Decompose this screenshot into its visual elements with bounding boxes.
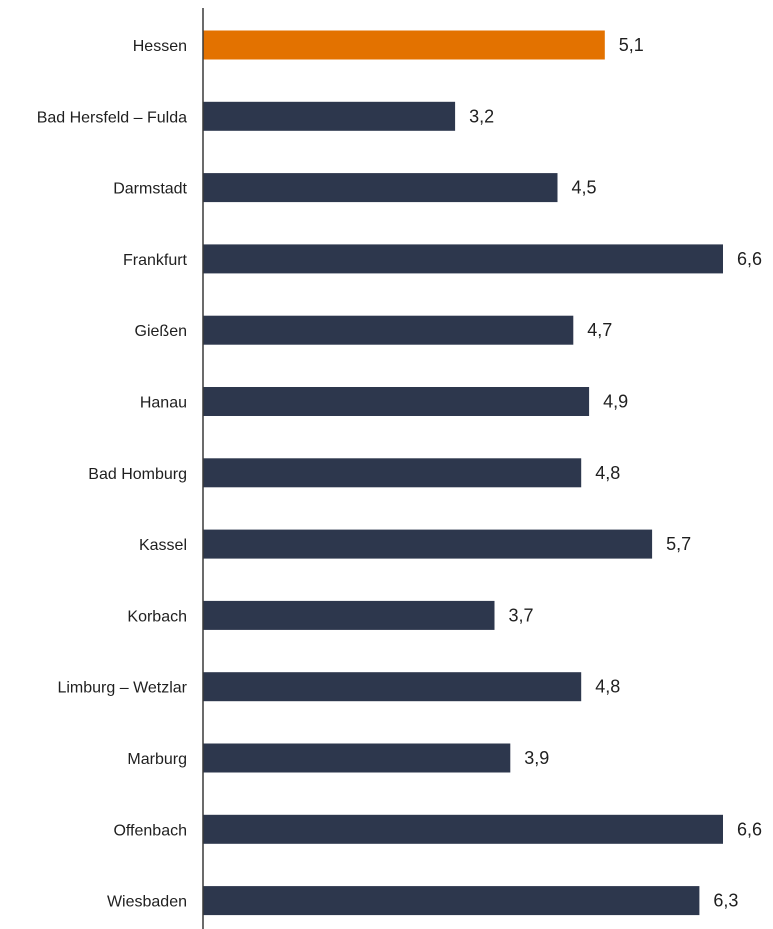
value-label-3: 6,6	[737, 249, 762, 269]
category-label-9: Limburg – Wetzlar	[57, 680, 187, 697]
labels-layer: 5,1 Hessen 3,2 Bad Hersfeld – Fulda 4,5 Darms…	[37, 35, 762, 911]
value-label-12: 6,3	[713, 891, 738, 911]
value-label-11: 6,6	[737, 819, 762, 839]
category-label-4: Gießen	[135, 323, 187, 340]
value-label-10: 3,9	[524, 748, 549, 768]
value-label-0: 5,1	[619, 35, 644, 55]
category-label-12: Wiesbaden	[107, 894, 187, 911]
value-label-4: 4,7	[587, 320, 612, 340]
category-label-11: Offenbach	[113, 822, 187, 839]
bar-6	[203, 458, 582, 488]
bar-3	[203, 244, 723, 274]
category-label-5: Hanau	[140, 395, 187, 412]
bar-7	[203, 529, 653, 559]
bar-4	[203, 315, 574, 345]
bar-5	[203, 387, 590, 416]
value-label-1: 3,2	[469, 106, 494, 126]
category-label-7: Kassel	[139, 537, 187, 554]
category-label-0: Hessen	[133, 38, 187, 55]
category-label-1: Bad Hersfeld – Fulda	[37, 109, 187, 126]
bar-11	[203, 814, 723, 844]
value-label-7: 5,7	[666, 534, 691, 554]
bar-9	[203, 672, 582, 702]
category-label-3: Frankfurt	[123, 252, 188, 269]
value-label-2: 4,5	[572, 178, 597, 198]
category-label-10: Marburg	[127, 751, 187, 768]
value-label-8: 3,7	[509, 605, 534, 625]
category-label-6: Bad Homburg	[88, 466, 187, 483]
category-label-2: Darmstadt	[113, 181, 187, 198]
bar-10	[203, 743, 511, 773]
bar-0	[203, 30, 605, 60]
category-label-8: Korbach	[127, 608, 187, 625]
bar-2	[203, 173, 558, 203]
bar-1	[203, 101, 456, 131]
value-label-9: 4,8	[595, 677, 620, 697]
bars-layer	[203, 30, 723, 916]
value-label-5: 4,9	[603, 392, 628, 412]
bar-12	[203, 886, 700, 916]
bar-8	[203, 600, 495, 630]
value-label-6: 4,8	[595, 463, 620, 483]
